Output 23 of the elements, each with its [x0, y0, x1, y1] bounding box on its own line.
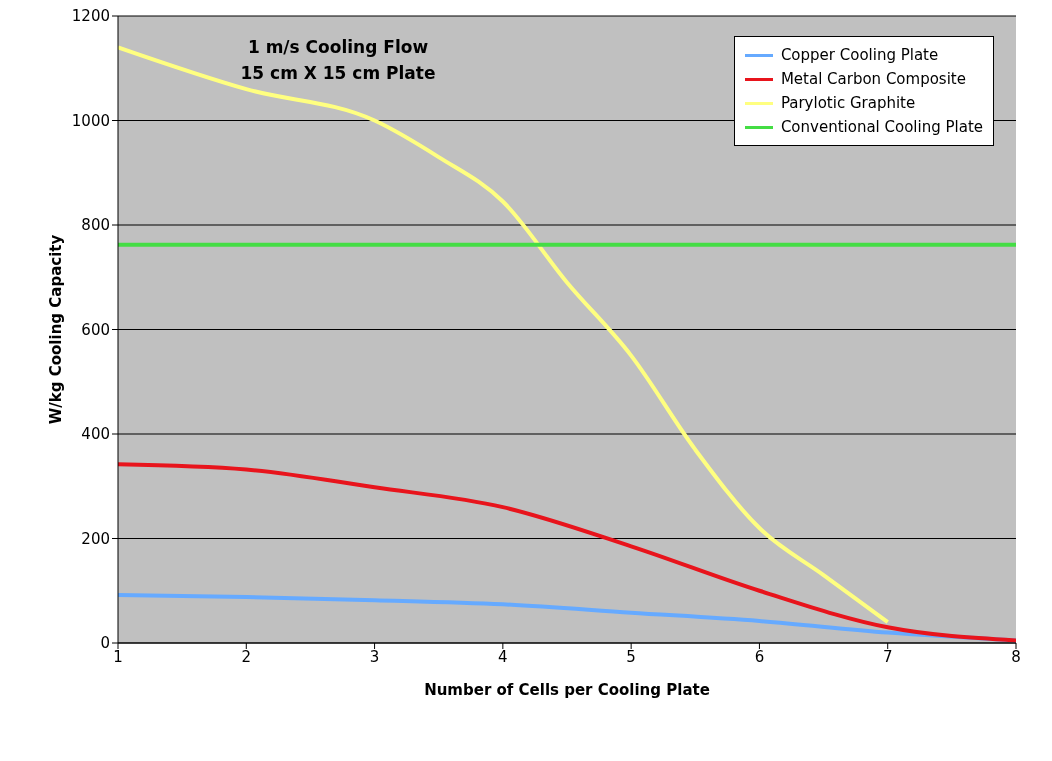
x-tick-label: 8 [1011, 647, 1021, 666]
x-tick-label: 3 [369, 647, 380, 666]
x-tick-label: 4 [498, 647, 508, 666]
legend-label: Copper Cooling Plate [780, 45, 939, 66]
legend-label: Parylotic Graphite [780, 93, 916, 114]
y-tick-label: 0 [100, 634, 110, 653]
x-tick-label: 5 [626, 647, 636, 666]
text: 15 cm X 15 cm Plate [239, 62, 437, 85]
y-tick-label: 600 [81, 320, 110, 339]
x-tick-label: 6 [754, 647, 765, 666]
y-tick-label: 200 [81, 529, 110, 548]
x-tick-label: 7 [882, 647, 893, 666]
x-axis-title: Number of Cells per Cooling Plate [424, 681, 710, 699]
y-tick-label: 800 [81, 216, 110, 235]
text: 1 m/s Cooling Flow [246, 36, 430, 59]
y-tick-label: 400 [81, 425, 110, 444]
y-tick-label: 1000 [71, 111, 110, 130]
legend-label: Conventional Cooling Plate [780, 117, 983, 138]
x-tick-label: 2 [241, 647, 252, 666]
x-tick-label: 1 [113, 647, 123, 666]
y-tick-label: 1200 [71, 7, 110, 26]
legend-label: Metal Carbon Composite [780, 69, 966, 90]
y-axis-title: W/kg Cooling Capacity [47, 234, 66, 425]
